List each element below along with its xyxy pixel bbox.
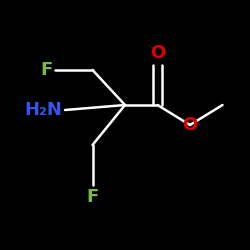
Text: O: O <box>182 116 198 134</box>
Text: F: F <box>40 61 52 79</box>
Text: H₂N: H₂N <box>24 101 62 119</box>
Text: O: O <box>150 44 165 62</box>
Text: F: F <box>86 188 99 206</box>
